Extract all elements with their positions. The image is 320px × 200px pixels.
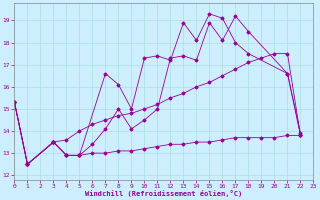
- X-axis label: Windchill (Refroidissement éolien,°C): Windchill (Refroidissement éolien,°C): [85, 190, 243, 197]
